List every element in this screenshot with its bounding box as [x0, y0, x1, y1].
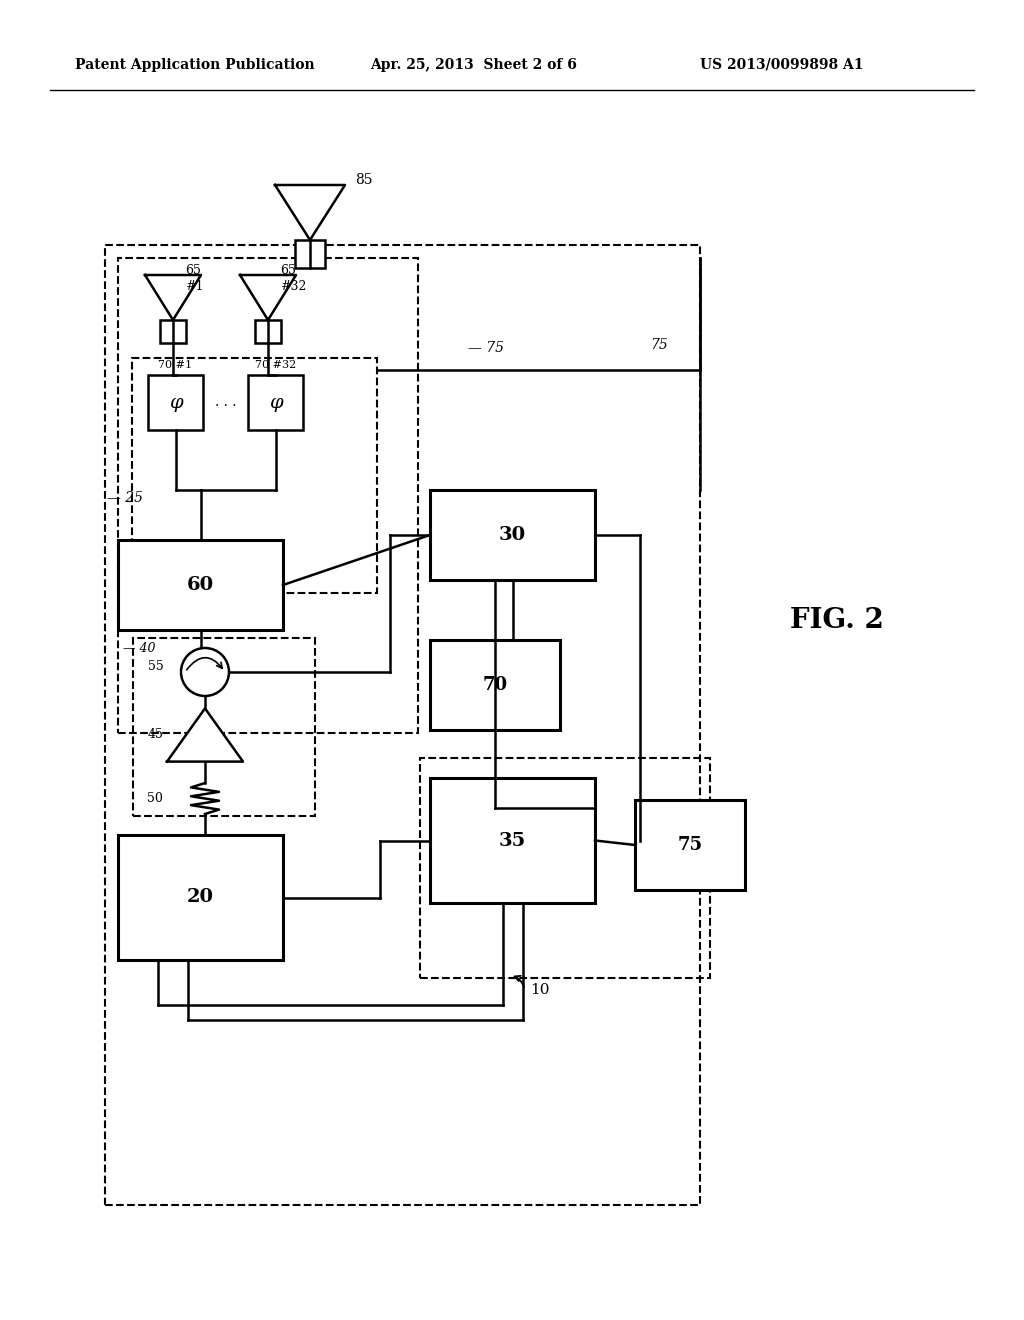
- Text: Patent Application Publication: Patent Application Publication: [75, 58, 314, 73]
- Bar: [118, 540, 283, 630]
- Text: φ: φ: [169, 393, 182, 412]
- Text: . . .: . . .: [215, 396, 237, 409]
- Bar: [635, 800, 745, 890]
- Text: #1: #1: [185, 281, 204, 293]
- Text: — 40: — 40: [123, 642, 156, 655]
- Bar: [295, 240, 325, 268]
- Text: 30: 30: [499, 525, 526, 544]
- Circle shape: [181, 648, 229, 696]
- Text: FIG. 2: FIG. 2: [790, 606, 884, 634]
- Polygon shape: [167, 709, 243, 762]
- Text: US 2013/0099898 A1: US 2013/0099898 A1: [700, 58, 863, 73]
- Bar: [133, 638, 315, 816]
- Bar: [160, 319, 186, 343]
- Text: 10: 10: [530, 983, 550, 997]
- Bar: [118, 836, 283, 960]
- Text: 35: 35: [499, 832, 526, 850]
- Text: 20: 20: [187, 888, 214, 907]
- Text: 75: 75: [678, 836, 702, 854]
- Bar: [132, 358, 377, 593]
- Bar: [430, 777, 595, 903]
- Bar: [118, 257, 418, 733]
- Text: 65: 65: [185, 264, 201, 276]
- Text: 50: 50: [147, 792, 163, 804]
- Text: φ: φ: [268, 393, 283, 412]
- Bar: [248, 375, 303, 430]
- Bar: [105, 246, 700, 1205]
- Text: 75: 75: [650, 338, 668, 352]
- Text: — 75: — 75: [468, 341, 504, 355]
- Text: 45: 45: [148, 729, 164, 742]
- Text: 85: 85: [355, 173, 373, 187]
- Text: 70 #32: 70 #32: [255, 360, 296, 370]
- Text: 60: 60: [187, 576, 214, 594]
- Text: 65: 65: [280, 264, 296, 276]
- Text: 70: 70: [482, 676, 508, 694]
- Text: 70 #1: 70 #1: [159, 360, 193, 370]
- Text: Apr. 25, 2013  Sheet 2 of 6: Apr. 25, 2013 Sheet 2 of 6: [370, 58, 577, 73]
- Bar: [430, 490, 595, 579]
- Text: #32: #32: [280, 281, 306, 293]
- Bar: [430, 640, 560, 730]
- Bar: [420, 758, 710, 978]
- Text: 55: 55: [148, 660, 164, 673]
- Bar: [255, 319, 281, 343]
- Text: — 25: — 25: [106, 491, 143, 506]
- Bar: [148, 375, 203, 430]
